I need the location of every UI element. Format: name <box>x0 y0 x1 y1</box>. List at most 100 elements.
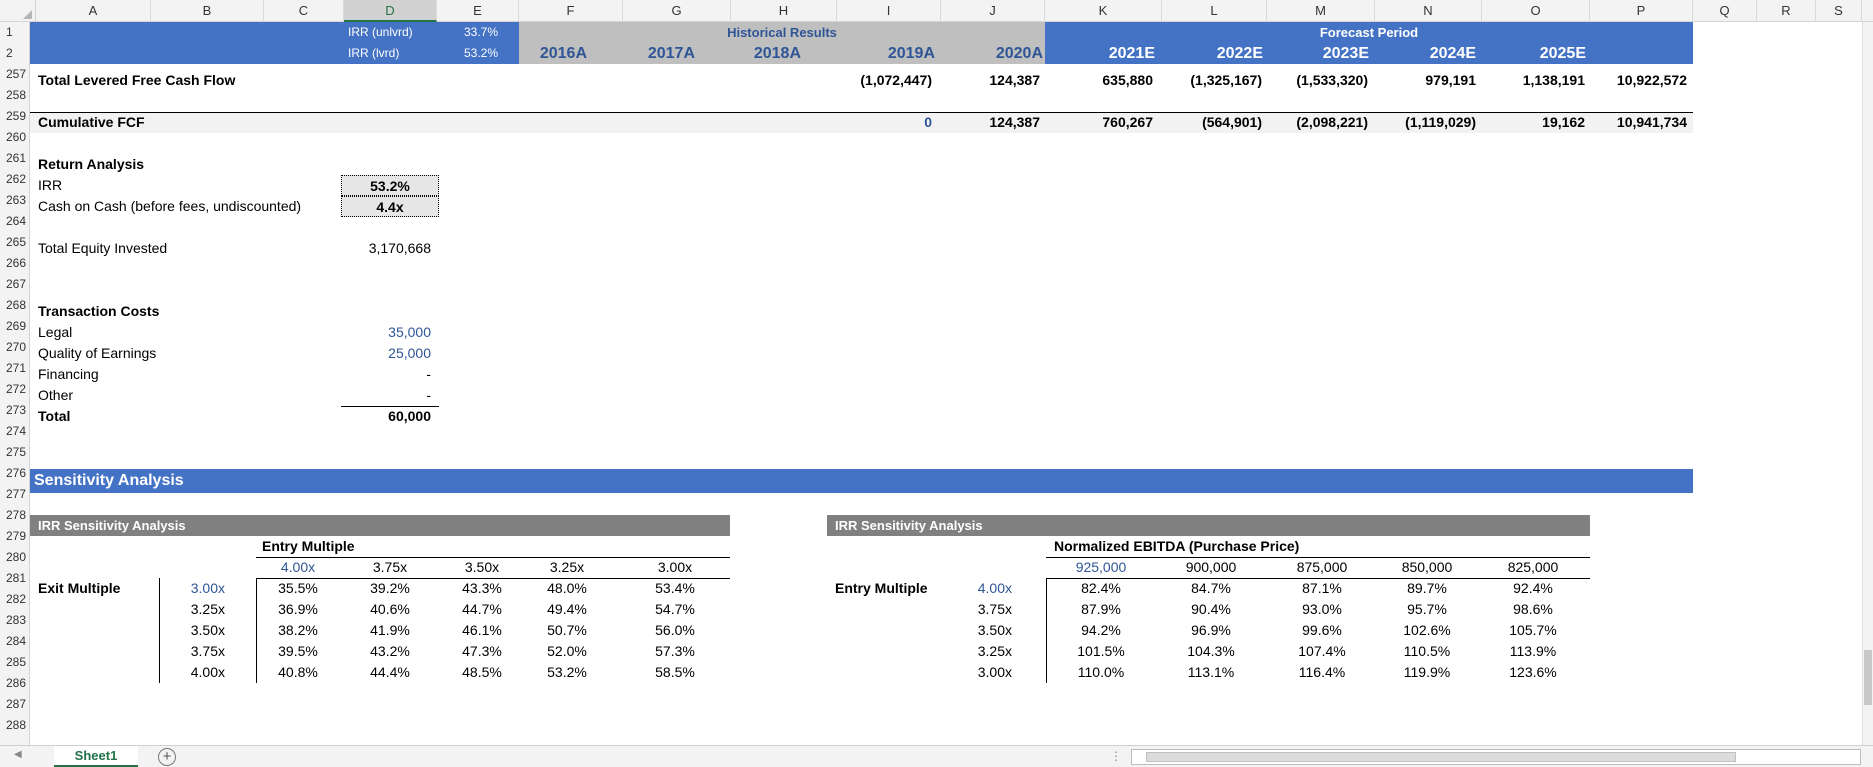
right-value-cell[interactable]: 110.0% <box>1077 664 1125 680</box>
more-options-icon[interactable]: ⋮ <box>1110 749 1122 763</box>
left-value-cell[interactable]: 47.3% <box>462 643 502 659</box>
right-value-cell[interactable]: 123.6% <box>1509 664 1557 680</box>
left-value-cell[interactable]: 35.5% <box>278 580 318 596</box>
left-value-cell[interactable]: 40.6% <box>370 601 410 617</box>
left-value-cell[interactable]: 49.4% <box>547 601 587 617</box>
coc-value-cell[interactable]: 4.4x <box>341 196 439 217</box>
left-value-cell[interactable]: 38.2% <box>278 622 318 638</box>
left-value-cell[interactable]: 48.0% <box>547 580 587 596</box>
left-value-cell[interactable]: 53.2% <box>547 664 587 680</box>
row-header-266[interactable]: 266 <box>6 256 27 270</box>
column-header-g[interactable]: G <box>623 0 731 22</box>
column-header-r[interactable]: R <box>1757 0 1816 22</box>
right-value-cell[interactable]: 113.9% <box>1509 643 1557 659</box>
row-header-274[interactable]: 274 <box>6 424 27 438</box>
row-header-288[interactable]: 288 <box>6 718 27 732</box>
horizontal-scrollbar[interactable] <box>1131 749 1861 765</box>
left-value-cell[interactable]: 50.7% <box>547 622 587 638</box>
right-value-cell[interactable]: 105.7% <box>1509 622 1557 638</box>
right-value-cell[interactable]: 87.1% <box>1302 580 1342 596</box>
right-value-cell[interactable]: 87.9% <box>1081 601 1121 617</box>
row-header-269[interactable]: 269 <box>6 319 27 333</box>
row-header-260[interactable]: 260 <box>6 130 27 144</box>
left-value-cell[interactable]: 58.5% <box>655 664 695 680</box>
column-header-l[interactable]: L <box>1162 0 1267 22</box>
column-header-h[interactable]: H <box>731 0 837 22</box>
column-header-f[interactable]: F <box>519 0 623 22</box>
row-header-285[interactable]: 285 <box>6 655 27 669</box>
right-value-cell[interactable]: 104.3% <box>1187 643 1235 659</box>
row-header-271[interactable]: 271 <box>6 361 27 375</box>
row-header-272[interactable]: 272 <box>6 382 27 396</box>
row-header-2[interactable]: 2 <box>6 46 13 60</box>
row-header-273[interactable]: 273 <box>6 403 27 417</box>
tab-sheet1[interactable]: Sheet1 <box>54 746 138 767</box>
left-value-cell[interactable]: 41.9% <box>370 622 410 638</box>
row-header-281[interactable]: 281 <box>6 571 27 585</box>
select-all-corner[interactable] <box>0 0 36 22</box>
row-header-282[interactable]: 282 <box>6 592 27 606</box>
column-header-i[interactable]: I <box>837 0 941 22</box>
row-header-283[interactable]: 283 <box>6 613 27 627</box>
row-header-270[interactable]: 270 <box>6 340 27 354</box>
column-header-m[interactable]: M <box>1267 0 1375 22</box>
column-header-p[interactable]: P <box>1590 0 1693 22</box>
column-header-e[interactable]: E <box>437 0 519 22</box>
right-value-cell[interactable]: 116.4% <box>1298 664 1346 680</box>
row-header-268[interactable]: 268 <box>6 298 27 312</box>
row-header-261[interactable]: 261 <box>6 151 27 165</box>
row-header-275[interactable]: 275 <box>6 445 27 459</box>
left-value-cell[interactable]: 56.0% <box>655 622 695 638</box>
right-value-cell[interactable]: 102.6% <box>1403 622 1451 638</box>
row-header-263[interactable]: 263 <box>6 193 27 207</box>
vertical-scroll-thumb[interactable] <box>1864 650 1872 705</box>
right-value-cell[interactable]: 119.9% <box>1403 664 1451 680</box>
left-value-cell[interactable]: 52.0% <box>547 643 587 659</box>
column-header-q[interactable]: Q <box>1693 0 1757 22</box>
right-value-cell[interactable]: 99.6% <box>1302 622 1342 638</box>
column-header-o[interactable]: O <box>1482 0 1590 22</box>
left-value-cell[interactable]: 54.7% <box>655 601 695 617</box>
right-value-cell[interactable]: 93.0% <box>1302 601 1342 617</box>
left-value-cell[interactable]: 39.2% <box>370 580 410 596</box>
row-header-267[interactable]: 267 <box>6 277 27 291</box>
column-header-a[interactable]: A <box>36 0 151 22</box>
row-header-259[interactable]: 259 <box>6 109 27 123</box>
left-value-cell[interactable]: 36.9% <box>278 601 318 617</box>
right-value-cell[interactable]: 113.1% <box>1187 664 1235 680</box>
row-header-280[interactable]: 280 <box>6 550 27 564</box>
right-value-cell[interactable]: 110.5% <box>1403 643 1451 659</box>
row-header-277[interactable]: 277 <box>6 487 27 501</box>
row-header-287[interactable]: 287 <box>6 697 27 711</box>
right-value-cell[interactable]: 101.5% <box>1077 643 1125 659</box>
vertical-scrollbar[interactable] <box>1862 22 1873 745</box>
column-header-n[interactable]: N <box>1375 0 1482 22</box>
left-value-cell[interactable]: 57.3% <box>655 643 695 659</box>
horizontal-scroll-thumb[interactable] <box>1146 752 1736 762</box>
column-header-s[interactable]: S <box>1816 0 1862 22</box>
left-value-cell[interactable]: 39.5% <box>278 643 318 659</box>
irr-value-cell[interactable]: 53.2% <box>341 175 439 196</box>
left-value-cell[interactable]: 43.3% <box>462 580 502 596</box>
row-header-279[interactable]: 279 <box>6 529 27 543</box>
column-header-d[interactable]: D <box>344 0 437 22</box>
column-header-b[interactable]: B <box>151 0 264 22</box>
left-value-cell[interactable]: 53.4% <box>655 580 695 596</box>
column-header-c[interactable]: C <box>264 0 344 22</box>
row-header-1[interactable]: 1 <box>6 25 13 39</box>
left-value-cell[interactable]: 44.4% <box>370 664 410 680</box>
column-header-k[interactable]: K <box>1045 0 1162 22</box>
row-header-278[interactable]: 278 <box>6 508 27 522</box>
right-value-cell[interactable]: 96.9% <box>1191 622 1231 638</box>
row-header-286[interactable]: 286 <box>6 676 27 690</box>
row-header-257[interactable]: 257 <box>6 67 27 81</box>
right-value-cell[interactable]: 82.4% <box>1081 580 1121 596</box>
tab-scroll-left-icon[interactable]: ◀ <box>14 749 22 760</box>
row-header-276[interactable]: 276 <box>6 466 27 480</box>
left-value-cell[interactable]: 40.8% <box>278 664 318 680</box>
row-header-264[interactable]: 264 <box>6 214 27 228</box>
left-value-cell[interactable]: 44.7% <box>462 601 502 617</box>
right-value-cell[interactable]: 89.7% <box>1407 580 1447 596</box>
row-header-284[interactable]: 284 <box>6 634 27 648</box>
